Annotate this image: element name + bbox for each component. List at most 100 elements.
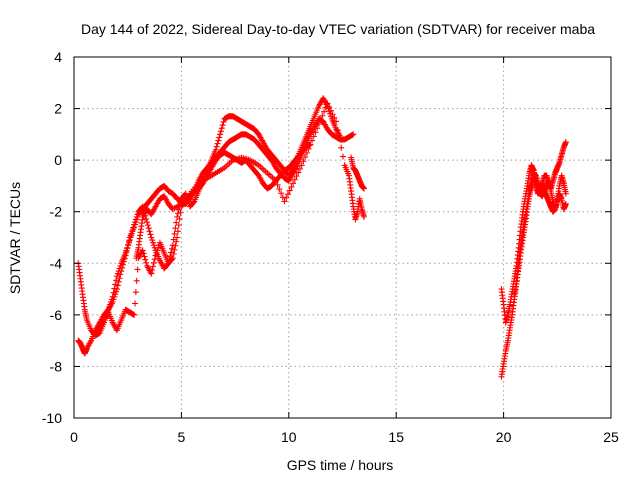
data-point-track-c [140,250,147,257]
data-point-track-b [112,281,119,288]
data-point-track-c [177,209,184,216]
data-point-track-b [108,296,115,303]
data-point-track-c [169,255,176,262]
data-point-track-b [150,242,157,249]
data-points [75,95,569,380]
data-point-track-b [143,215,150,222]
data-point-track-b [124,244,131,251]
y-tick-label: -10 [42,410,62,426]
y-tick-label: -2 [50,204,63,220]
data-point-track-d [305,145,312,152]
data-point-track-d [331,114,338,121]
y-axis-label: SDTVAR / TECUs [7,182,23,294]
data-point-track-b [107,298,114,305]
y-tick-label: -8 [50,358,63,374]
plot-frame [73,56,612,419]
data-point-track-b [106,304,113,311]
data-point-track-c [170,251,177,258]
data-point-track-b [109,293,116,300]
data-point-track-b [111,285,118,292]
data-point-track-a [113,288,120,295]
y-tick-label: -6 [50,307,63,323]
data-point-track-c [131,311,138,318]
data-point-track-b [171,230,178,237]
data-point-track-c [132,300,139,307]
data-point-track-d [307,141,314,148]
data-point-track-b [190,199,197,206]
data-point-track-d [296,165,303,172]
data-point-track-d [315,121,322,128]
data-point-track-d [314,125,321,132]
data-point-track-b [144,222,151,229]
data-point-track-b [146,228,153,235]
data-point-track-b [122,249,129,256]
data-point-track-d [286,187,293,194]
data-point-track-d [329,111,336,118]
data-point-track-d [312,129,319,136]
y-axis-ticks: -10 -8 -6 -4 -2 0 2 4 [42,49,611,426]
data-point-track-b [125,239,132,246]
data-point-track-b [114,270,121,277]
data-point-track-b [128,230,135,237]
data-point-track-d [283,194,290,201]
data-point-track-c [174,228,181,235]
data-point-track-c [148,270,155,277]
data-point-track-d [303,149,310,156]
data-point-track-b [175,206,182,213]
data-point-track-b [144,219,151,226]
data-point-track-b [173,219,180,226]
data-point-track-b [126,237,133,244]
data-point-track-c [151,256,158,263]
data-point-track-b [220,118,227,125]
data-point-track-d [324,100,331,107]
data-point-track-d [302,154,309,161]
data-point-track-b [168,245,175,252]
data-point-track-d [339,153,346,160]
data-point-track-b [133,213,140,220]
y-tick-label: 2 [54,101,62,117]
data-point-track-d [274,181,281,188]
data-point-track-f [562,139,569,146]
data-point-track-b [110,289,117,296]
data-point-track-b [132,216,139,223]
data-point-track-b [134,211,141,218]
data-point-track-c [150,259,157,266]
y-tick-label: 4 [54,49,62,65]
data-point-track-b [147,231,154,238]
data-point-track-d [338,144,345,151]
x-axis-ticks: 0 5 10 15 20 25 [70,57,619,445]
data-point-track-c [171,246,178,253]
data-point-track-c [175,222,182,229]
data-point-track-b [217,128,224,135]
data-point-track-d [319,112,326,119]
data-point-track-c [172,242,179,249]
data-point-track-b [213,143,220,150]
data-point-track-b [113,277,120,284]
data-point-track-b [216,134,223,141]
x-tick-label: 20 [496,429,512,445]
data-point-track-h [562,190,569,197]
x-tick-label: 25 [603,429,619,445]
data-point-track-d [291,176,298,183]
data-point-track-d [327,107,334,114]
data-point-track-b [145,225,152,232]
data-point-track-b [139,203,146,210]
grid-lines [74,57,611,418]
data-point-track-b [219,122,226,129]
data-point-track-b [129,227,136,234]
data-point-track-d [295,169,302,176]
data-point-track-c [132,289,139,296]
data-point-track-b [117,262,124,269]
data-point-track-b [149,237,156,244]
data-point-track-c [174,234,181,241]
data-point-track-b [107,301,114,308]
data-point-track-d [334,127,341,134]
data-point-track-d [310,133,317,140]
data-point-track-c [142,256,149,263]
data-point-track-b [215,137,222,144]
x-tick-label: 5 [178,429,186,445]
x-tick-label: 0 [70,429,78,445]
data-point-track-c [141,253,148,260]
data-point-track-c [143,259,150,266]
data-point-track-c [155,244,162,251]
